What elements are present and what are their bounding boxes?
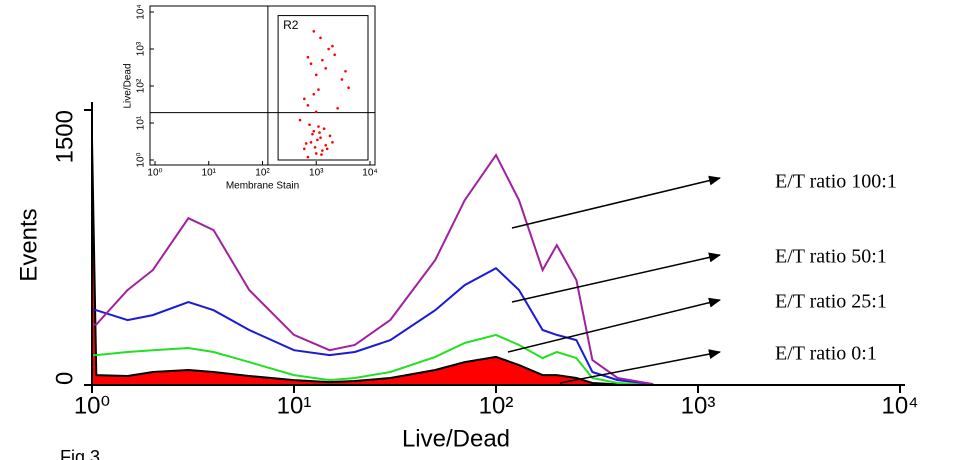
dot [336, 106, 339, 110]
region-label: R2 [283, 18, 299, 32]
dot [312, 92, 316, 96]
x-tick-label: 10⁴ [362, 168, 377, 179]
dot [312, 129, 316, 133]
dot [318, 131, 321, 134]
caption: Fig.3 [60, 447, 100, 460]
y-tick-label: 10² [136, 78, 147, 93]
dot [303, 147, 306, 151]
dot [309, 62, 313, 66]
dot [314, 110, 318, 114]
y-tick-label: 1500 [51, 110, 78, 163]
inset-frame [149, 5, 376, 166]
line [92, 333, 654, 386]
y-tick-label: 10³ [136, 41, 147, 56]
dot [303, 97, 306, 101]
x-axis-label: Live/Dead [402, 425, 510, 452]
region [277, 15, 369, 161]
legend-label: E/T ratio 100:1 [775, 171, 897, 193]
dot [331, 141, 334, 144]
legend-arrow [511, 175, 721, 229]
dot [316, 138, 319, 142]
dot [333, 53, 336, 57]
dot [314, 152, 318, 155]
dot [322, 127, 326, 131]
dot [327, 47, 330, 51]
dot [347, 86, 350, 89]
x-tick-label: 10¹ [277, 392, 312, 419]
y-tick-label: 0 [51, 372, 78, 385]
line [92, 266, 654, 386]
x-tick-label: 10² [479, 392, 514, 419]
y-axis-label: Events [15, 208, 42, 281]
y-tick-label: 10¹ [136, 115, 147, 130]
dot [340, 78, 344, 81]
legend-label: E/T ratio 50:1 [775, 246, 887, 268]
dot [313, 146, 317, 149]
dot [306, 104, 310, 107]
legend-label: E/T ratio 25:1 [775, 291, 887, 313]
x-tick-label: 10⁴ [881, 392, 918, 419]
dot [308, 123, 311, 126]
y-tick-label: 10⁰ [136, 152, 147, 167]
y-axis-label: Live/Dead [123, 63, 134, 108]
dot [306, 55, 310, 59]
x-tick-label: 10³ [681, 392, 716, 419]
dot [319, 36, 322, 40]
legend-label: E/T ratio 0:1 [775, 343, 877, 365]
x-tick-label: 10⁰ [147, 168, 162, 179]
line [91, 139, 654, 386]
dot [325, 147, 329, 151]
dot [312, 30, 316, 33]
dot [344, 69, 347, 73]
x-axis-label: Membrane Stain [226, 181, 299, 192]
legend-arrow [507, 297, 721, 353]
y-tick-label: 10⁴ [136, 4, 147, 19]
dot [309, 141, 313, 144]
dot [311, 132, 314, 136]
dot [324, 143, 328, 147]
legend-arrow [511, 252, 721, 303]
x-tick-label: 10¹ [202, 168, 217, 179]
dot [321, 58, 324, 62]
dot [331, 44, 334, 48]
x-tick-label: 10³ [309, 168, 324, 179]
line [92, 153, 654, 386]
dot [306, 155, 310, 159]
dot [320, 153, 323, 156]
x-tick-label: 10⁰ [74, 392, 110, 419]
dot [317, 125, 320, 128]
dot [298, 118, 302, 122]
dot [321, 149, 324, 152]
dot [328, 134, 332, 138]
dot [319, 136, 322, 140]
x-tick-label: 10² [255, 168, 270, 179]
dot [317, 88, 320, 91]
dot [304, 142, 308, 145]
dot [314, 73, 318, 77]
dot [324, 67, 328, 70]
legend-arrow [559, 349, 721, 384]
